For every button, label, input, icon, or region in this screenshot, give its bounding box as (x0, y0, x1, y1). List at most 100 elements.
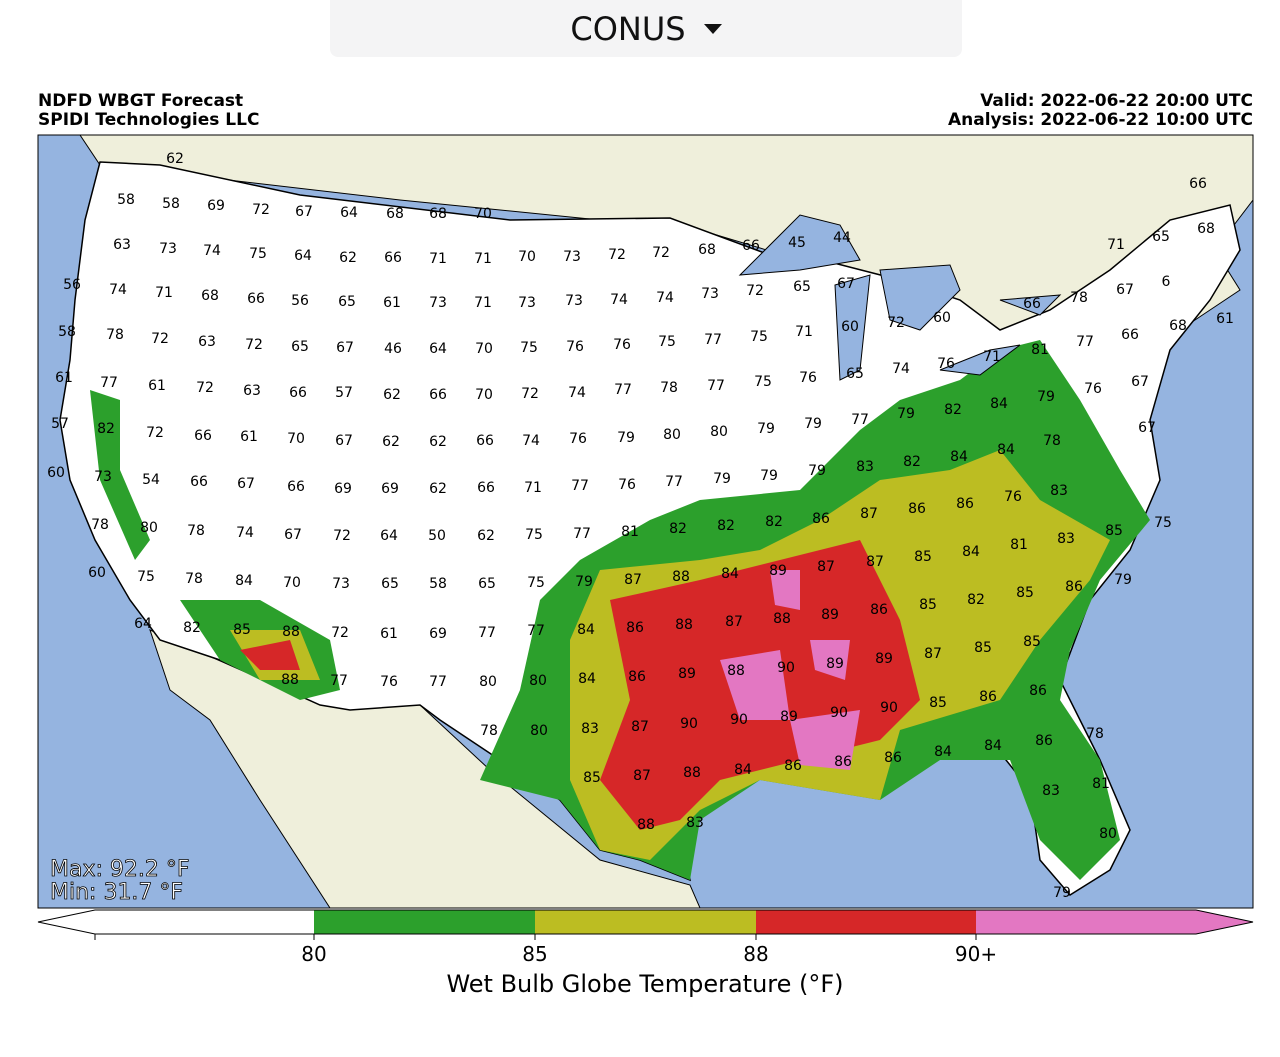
station-value: 88 (282, 624, 300, 640)
station-value: 71 (429, 251, 447, 267)
station-value: 58 (58, 324, 76, 340)
station-value: 72 (151, 331, 169, 347)
station-value: 76 (1004, 489, 1022, 505)
station-value: 73 (701, 286, 719, 302)
station-value: 66 (287, 479, 305, 495)
station-value: 76 (380, 674, 398, 690)
station-value: 85 (974, 640, 992, 656)
station-value: 58 (117, 192, 135, 208)
station-value: 61 (380, 626, 398, 642)
station-value: 77 (851, 412, 869, 428)
station-value: 79 (1114, 572, 1132, 588)
station-value: 65 (381, 576, 399, 592)
colorbar-tick-label: 80 (301, 942, 326, 966)
station-value: 68 (201, 288, 219, 304)
wbgt-region (240, 540, 920, 830)
station-value: 76 (937, 356, 955, 372)
station-value: 75 (754, 374, 772, 390)
station-value: 82 (903, 454, 921, 470)
station-value: 77 (704, 332, 722, 348)
station-value: 82 (944, 402, 962, 418)
station-value: 74 (610, 292, 628, 308)
station-value: 72 (331, 625, 349, 641)
colorbar: 80 85 88 90+ (37, 909, 1254, 966)
colorbar-tick-label: 90+ (955, 942, 997, 966)
station-value: 64 (340, 205, 358, 221)
station-value: 71 (795, 324, 813, 340)
station-value: 67 (1138, 420, 1156, 436)
station-value: 60 (933, 310, 951, 326)
station-value: 75 (520, 340, 538, 356)
station-value: 79 (808, 463, 826, 479)
region-dropdown[interactable]: CONUS (330, 0, 962, 57)
map-title: NDFD WBGT Forecast (38, 91, 243, 111)
station-value: 74 (203, 243, 221, 259)
station-value: 77 (614, 382, 632, 398)
station-value: 85 (1023, 634, 1041, 650)
station-value: 69 (381, 481, 399, 497)
station-value: 75 (1154, 515, 1172, 531)
station-value: 86 (956, 496, 974, 512)
station-value: 88 (727, 663, 745, 679)
station-value: 89 (780, 709, 798, 725)
station-value: 88 (637, 817, 655, 833)
station-value: 74 (656, 290, 674, 306)
station-value: 72 (333, 528, 351, 544)
station-value: 88 (683, 765, 701, 781)
station-value: 75 (249, 246, 267, 262)
station-value: 86 (628, 669, 646, 685)
station-value: 78 (1043, 433, 1061, 449)
station-value: 84 (578, 671, 596, 687)
station-value: 6 (1162, 274, 1171, 290)
station-value: 84 (934, 744, 952, 760)
station-value: 57 (335, 385, 353, 401)
station-value: 86 (979, 689, 997, 705)
dropdown-caret (703, 23, 722, 34)
station-value: 66 (429, 387, 447, 403)
station-value: 86 (870, 602, 888, 618)
station-value: 60 (841, 319, 859, 335)
station-value: 65 (291, 339, 309, 355)
station-value: 66 (1189, 176, 1207, 192)
station-value: 78 (1086, 726, 1104, 742)
station-value: 87 (631, 719, 649, 735)
station-value: 87 (624, 572, 642, 588)
station-value: 86 (834, 754, 852, 770)
station-value: 73 (429, 295, 447, 311)
station-value: 70 (518, 249, 536, 265)
station-value: 61 (240, 429, 258, 445)
station-value: 73 (159, 241, 177, 257)
station-value: 76 (569, 431, 587, 447)
station-value: 75 (658, 334, 676, 350)
analysis-time: Analysis: 2022-06-22 10:00 UTC (948, 110, 1253, 130)
station-value: 81 (1010, 537, 1028, 553)
station-value: 71 (155, 285, 173, 301)
station-value: 66 (194, 428, 212, 444)
station-value: 66 (289, 385, 307, 401)
station-value: 74 (522, 433, 540, 449)
station-value: 86 (908, 501, 926, 517)
station-value: 76 (618, 477, 636, 493)
station-value: 68 (386, 206, 404, 222)
wbgt-region (90, 390, 340, 700)
station-value: 82 (183, 620, 201, 636)
station-value: 66 (247, 291, 265, 307)
colorbar-tick-label: 88 (743, 942, 768, 966)
station-value: 79 (1037, 389, 1055, 405)
station-value: 74 (109, 282, 127, 298)
station-value: 89 (678, 666, 696, 682)
station-value: 70 (283, 575, 301, 591)
station-value: 88 (773, 611, 791, 627)
station-value: 72 (608, 247, 626, 263)
station-value: 83 (686, 815, 704, 831)
station-value: 88 (675, 617, 693, 633)
station-value: 87 (633, 768, 651, 784)
colorbar-title: Wet Bulb Globe Temperature (°F) (446, 970, 843, 998)
station-value: 77 (429, 674, 447, 690)
station-value: 68 (1197, 221, 1215, 237)
station-value: 82 (967, 592, 985, 608)
station-value: 69 (334, 481, 352, 497)
station-value: 82 (97, 421, 115, 437)
station-value: 65 (338, 294, 356, 310)
station-value: 46 (384, 341, 402, 357)
